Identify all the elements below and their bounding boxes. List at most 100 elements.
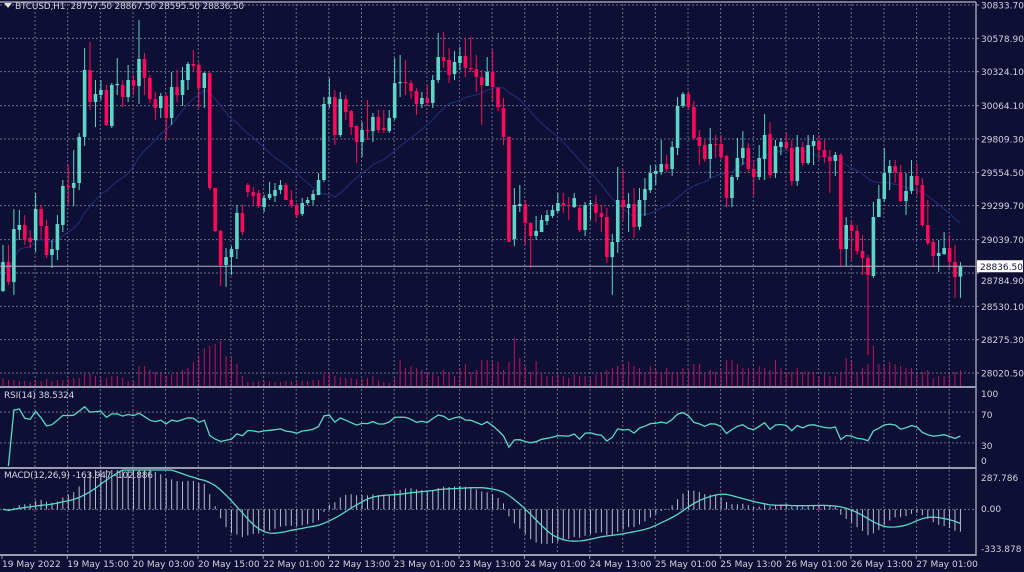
candle-body: [762, 134, 767, 159]
candle-body: [708, 144, 712, 159]
time-axis-label: 26 May 13:00: [851, 560, 913, 570]
candle: [294, 203, 299, 219]
candle-body: [365, 130, 370, 132]
price-axis-label: 28275.30: [981, 336, 1024, 346]
candle-body: [605, 217, 609, 258]
candle: [621, 170, 625, 221]
candle-body: [561, 203, 566, 205]
candle: [681, 91, 685, 109]
candle: [664, 155, 669, 173]
candle: [550, 204, 555, 219]
candle: [860, 235, 865, 275]
candle: [77, 133, 81, 191]
candle: [278, 179, 283, 194]
time-axis-label: 27 May 01:00: [916, 560, 978, 570]
candle-body: [262, 198, 266, 208]
candle-body: [50, 249, 54, 255]
candle: [202, 71, 207, 109]
candle-body: [784, 142, 789, 148]
candle: [828, 150, 832, 193]
candle-body: [44, 226, 49, 255]
candle-body: [496, 88, 500, 107]
current-price-box: [977, 260, 1023, 273]
candle: [583, 201, 587, 236]
candle-body: [926, 224, 930, 244]
candle-body: [637, 200, 642, 227]
candle: [93, 80, 98, 128]
candle-body: [110, 85, 114, 126]
candle: [120, 80, 125, 107]
candle-body: [376, 116, 381, 131]
candle-body: [240, 212, 245, 233]
candle-body: [681, 94, 685, 106]
time-axis-label: 26 May 01:00: [786, 560, 848, 570]
macd-label: MACD(12,26,9) -163.947 -102.886: [4, 471, 153, 481]
candle-body: [322, 103, 326, 180]
candle: [806, 134, 810, 165]
candle: [148, 74, 152, 103]
candle: [474, 54, 479, 92]
candle: [773, 139, 778, 179]
candle: [539, 215, 544, 233]
candle-body: [224, 257, 228, 266]
candle-body: [186, 63, 190, 81]
time-axis-label: 25 May 01:00: [655, 560, 717, 570]
time-axis-label: 20 May 15:00: [198, 560, 260, 570]
candle-body: [643, 189, 647, 200]
candle-body: [191, 63, 196, 67]
dropdown-triangle-icon[interactable]: [4, 3, 12, 8]
candle: [289, 190, 294, 208]
candle-body: [800, 147, 805, 163]
candle-body: [583, 204, 587, 230]
candle-body: [343, 99, 348, 112]
candle: [561, 192, 566, 213]
candle: [730, 175, 734, 208]
candle: [153, 91, 158, 120]
candle-body: [512, 204, 517, 239]
candle: [61, 179, 65, 233]
candle: [39, 204, 43, 241]
candle: [844, 217, 848, 267]
candle: [822, 139, 827, 163]
candle: [403, 60, 408, 95]
candle: [490, 49, 495, 103]
candle: [958, 262, 963, 298]
candle: [354, 125, 359, 163]
candle-body: [327, 97, 332, 104]
candle-body: [131, 80, 136, 86]
candle-body: [556, 203, 560, 211]
candle-body: [300, 203, 304, 214]
candle-body: [82, 69, 87, 137]
candle-body: [523, 204, 528, 224]
candle: [343, 94, 348, 120]
candle: [605, 207, 609, 264]
candle-body: [599, 212, 604, 218]
candle-body: [822, 150, 827, 157]
candle: [6, 244, 11, 286]
candle-body: [936, 252, 941, 256]
candle: [305, 196, 310, 205]
candle: [142, 52, 147, 95]
price-axis-label: 30578.90: [981, 35, 1024, 45]
price-axis-label: 29809.30: [981, 136, 1024, 146]
time-axis-label: 22 May 13:00: [329, 560, 391, 570]
macd-signal-line: [2, 469, 961, 542]
candle: [507, 136, 511, 242]
candle: [697, 130, 702, 165]
price-axis-label: 28784.90: [981, 277, 1024, 287]
time-axis-label: 19 May 2022: [2, 560, 61, 570]
candle: [425, 85, 430, 106]
candle: [409, 80, 413, 100]
time-axis-label: 19 May 15:00: [67, 560, 129, 570]
candle: [898, 164, 903, 202]
candle: [800, 142, 805, 166]
candle: [365, 99, 370, 140]
candle: [398, 54, 402, 98]
candle-body: [811, 141, 816, 146]
candle: [599, 204, 604, 233]
candle-body: [887, 165, 892, 174]
candle-body: [387, 117, 392, 132]
candle-body: [349, 111, 353, 128]
candle: [311, 190, 315, 205]
